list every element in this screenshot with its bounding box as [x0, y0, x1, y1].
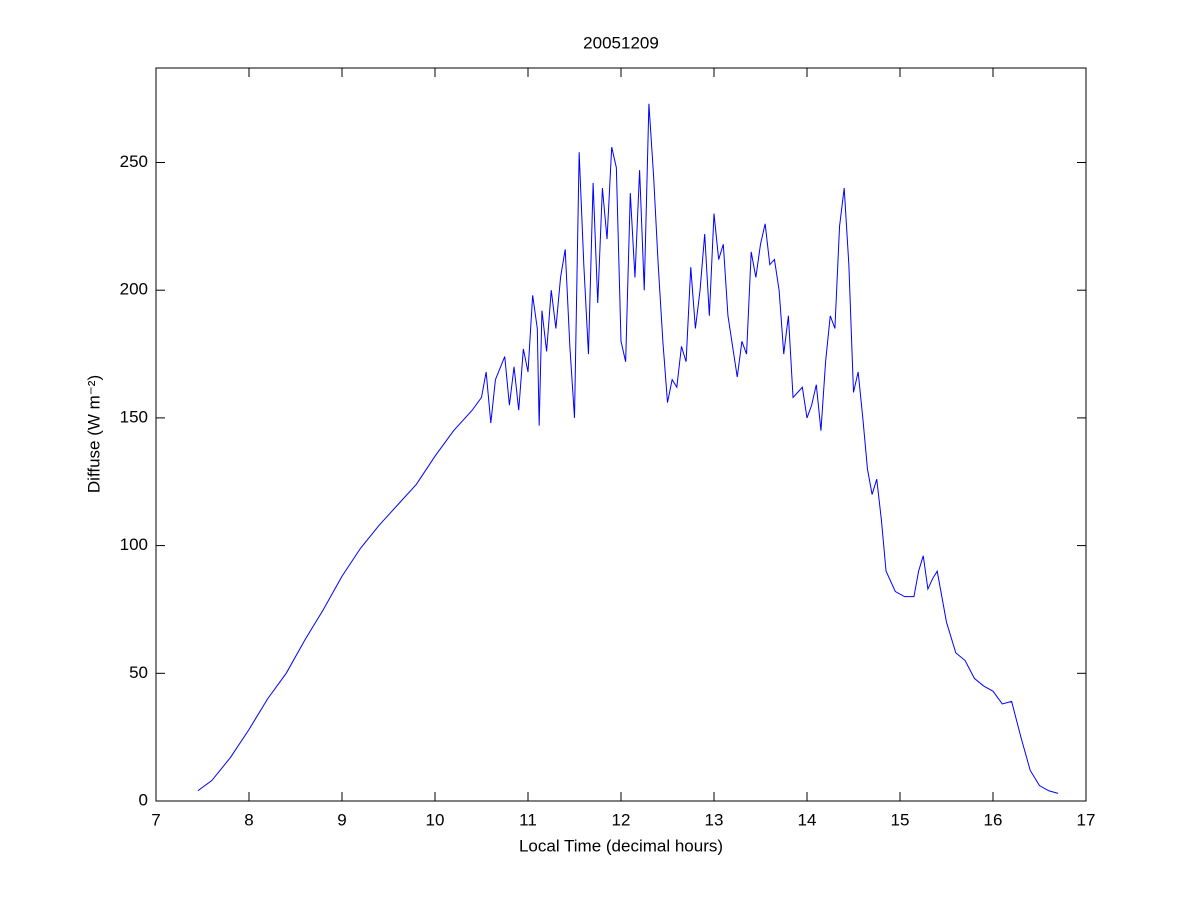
- y-tick-label: 200: [120, 280, 148, 299]
- x-tick-label: 14: [798, 810, 817, 829]
- x-tick-label: 9: [337, 810, 346, 829]
- x-tick-label: 7: [151, 810, 160, 829]
- x-tick-label: 16: [984, 810, 1003, 829]
- x-tick-label: 12: [612, 810, 631, 829]
- x-tick-label: 15: [891, 810, 910, 829]
- x-tick-label: 8: [244, 810, 253, 829]
- y-tick-label: 250: [120, 152, 148, 171]
- y-axis-label: Diffuse (W m⁻²): [84, 375, 103, 493]
- x-tick-label: 17: [1077, 810, 1096, 829]
- x-tick-label: 10: [426, 810, 445, 829]
- y-tick-label: 0: [139, 790, 148, 809]
- y-tick-label: 50: [129, 663, 148, 682]
- x-axis-label: Local Time (decimal hours): [519, 836, 723, 855]
- chart-title: 20051209: [583, 33, 659, 52]
- data-line: [197, 103, 1059, 794]
- x-tick-label: 13: [705, 810, 724, 829]
- y-tick-label: 150: [120, 407, 148, 426]
- y-tick-label: 100: [120, 535, 148, 554]
- x-tick-label: 11: [519, 810, 537, 829]
